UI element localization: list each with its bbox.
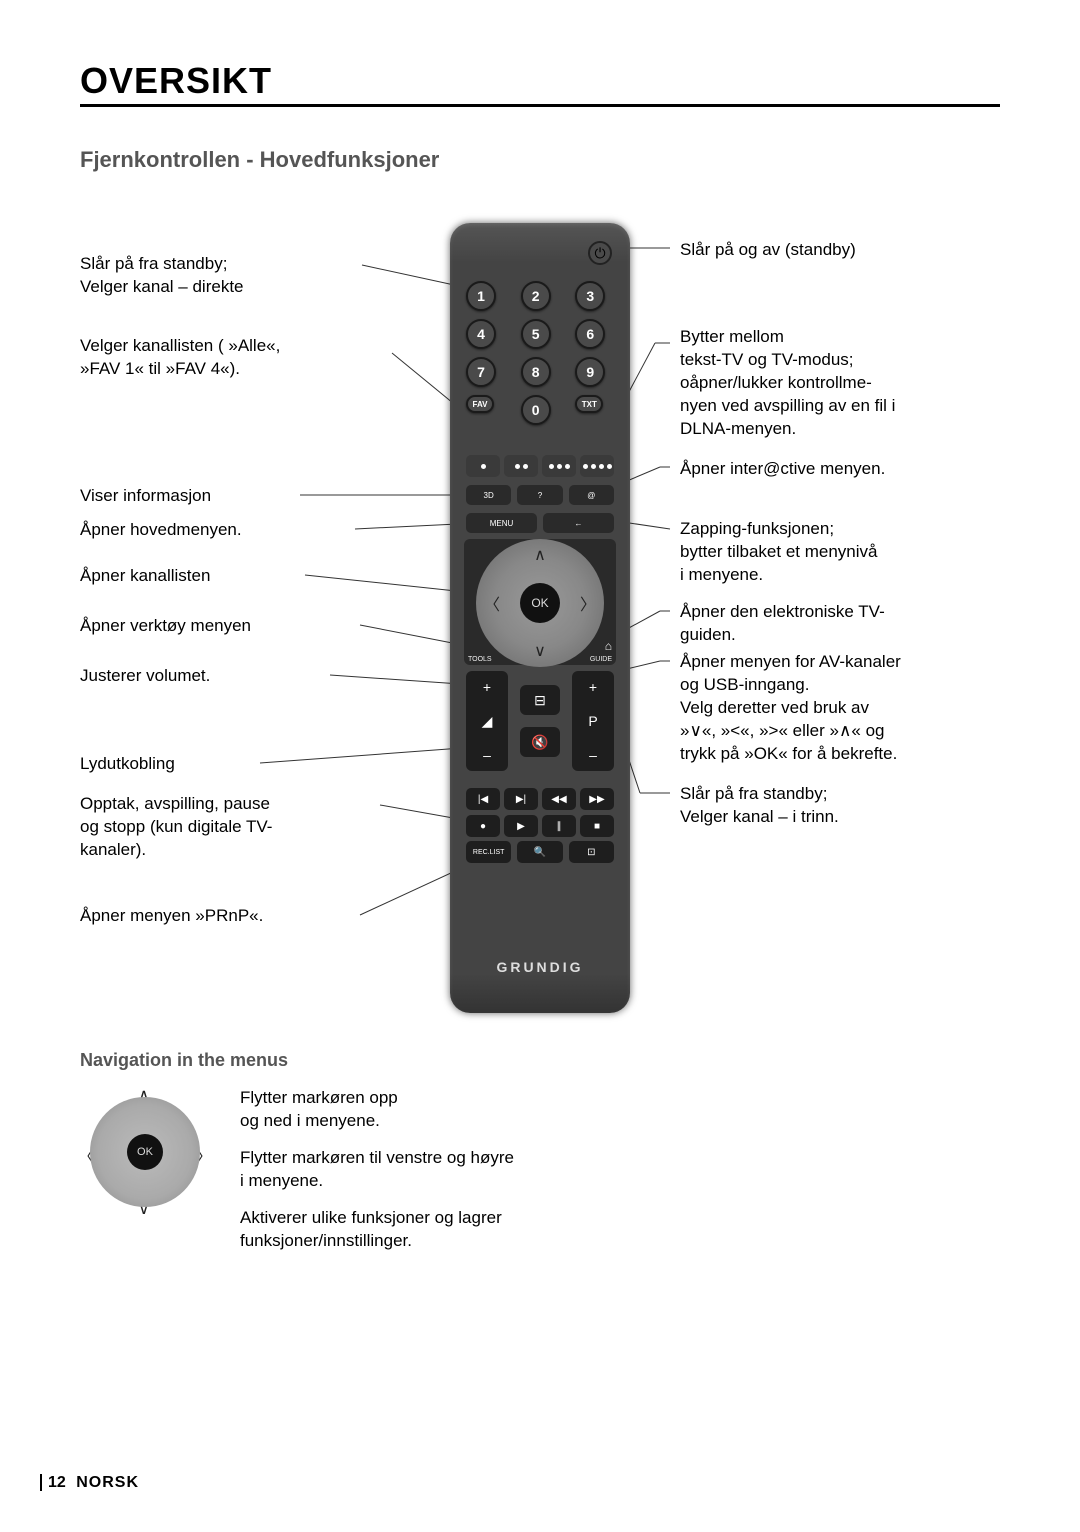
callout-info: Viser informasjon bbox=[80, 485, 211, 508]
num-9[interactable]: 9 bbox=[575, 357, 605, 387]
color-buttons bbox=[466, 455, 614, 477]
ok-button[interactable]: OK bbox=[520, 583, 560, 623]
tools-label: TOOLS bbox=[468, 656, 492, 663]
callout-power: Slår på og av (standby) bbox=[680, 239, 856, 262]
callout-interactive: Åpner inter@ctive menyen. bbox=[680, 458, 885, 481]
dpad-area: ∧ ∨ 〈 〉 OK ⌂ TOOLS GUIDE bbox=[464, 539, 616, 665]
dpad[interactable]: ∧ ∨ 〈 〉 OK bbox=[476, 539, 604, 667]
nav-ok: OK bbox=[127, 1134, 163, 1170]
power-button[interactable]: ⏻ bbox=[588, 241, 612, 265]
nav-title: Navigation in the menus bbox=[80, 1050, 1000, 1071]
nav-text-3: Aktiverer ulike funksjoner og lagrer fun… bbox=[240, 1207, 514, 1253]
callout-volume: Justerer volumet. bbox=[80, 665, 210, 688]
callout-menu: Åpner hovedmenyen. bbox=[80, 519, 242, 542]
interactive-button[interactable]: @ bbox=[569, 485, 614, 505]
brand-label: GRUNDIG bbox=[462, 959, 618, 975]
back-button[interactable]: ← bbox=[543, 513, 614, 533]
callout-program: Slår på fra standby; Velger kanal – i tr… bbox=[680, 783, 1000, 829]
callout-source: Åpner menyen for AV-kanaler og USB-innga… bbox=[680, 651, 1010, 766]
next-button[interactable]: ▶| bbox=[504, 788, 538, 810]
callout-guide: Åpner den elektroniske TV- guiden. bbox=[680, 601, 1000, 647]
num-6[interactable]: 6 bbox=[575, 319, 605, 349]
txt-button[interactable]: TXT bbox=[575, 395, 603, 413]
callout-prnp: Åpner menyen »PRnP«. bbox=[80, 905, 263, 928]
color-1[interactable] bbox=[466, 455, 500, 477]
menu-button[interactable]: MENU bbox=[466, 513, 537, 533]
subtitle: Fjernkontrollen - Hovedfunksjoner bbox=[80, 147, 1000, 173]
callout-chanlist: Åpner kanallisten bbox=[80, 565, 210, 588]
callout-tools: Åpner verktøy menyen bbox=[80, 615, 251, 638]
nav-text-2: Flytter markøren til venstre og høyre i … bbox=[240, 1147, 514, 1193]
reclist-button[interactable]: REC.LIST bbox=[466, 841, 511, 863]
prev-button[interactable]: |◀ bbox=[466, 788, 500, 810]
mute-button[interactable]: 🔇 bbox=[520, 727, 560, 757]
guide-label: GUIDE bbox=[590, 656, 612, 663]
num-5[interactable]: 5 bbox=[521, 319, 551, 349]
nav-dpad: ∧ ∨ 〈 〉 OK bbox=[80, 1087, 210, 1217]
home-icon: ⌂ bbox=[605, 639, 612, 653]
pause-button[interactable]: ∥ bbox=[542, 815, 576, 837]
color-2[interactable] bbox=[504, 455, 538, 477]
remote-control: ⏻ 1 2 3 4 5 6 7 8 9 FAV 0 TXT bbox=[450, 223, 630, 1013]
util-row: 3D ? @ bbox=[466, 485, 614, 505]
subtitle-button[interactable]: ⊡ bbox=[569, 841, 614, 863]
rec-button[interactable]: ● bbox=[466, 815, 500, 837]
language-label: NORSK bbox=[76, 1474, 139, 1491]
color-3[interactable] bbox=[542, 455, 576, 477]
page-title: OVERSIKT bbox=[80, 60, 1000, 107]
volume-block: +◢– ⊟ 🔇 +P– bbox=[466, 671, 614, 783]
info-button[interactable]: ? bbox=[517, 485, 562, 505]
number-pad: 1 2 3 4 5 6 7 8 9 FAV 0 TXT bbox=[466, 281, 614, 425]
threeD-button[interactable]: 3D bbox=[466, 485, 511, 505]
callout-back: Zapping-funksjonen; bytter tilbaket et m… bbox=[680, 518, 1000, 587]
num-8[interactable]: 8 bbox=[521, 357, 551, 387]
nav-text-1: Flytter markøren opp og ned i menyene. bbox=[240, 1087, 514, 1133]
callout-playback: Opptak, avspilling, pause og stopp (kun … bbox=[80, 793, 380, 862]
num-7[interactable]: 7 bbox=[466, 357, 496, 387]
fav-button[interactable]: FAV bbox=[466, 395, 494, 413]
callout-fav: Velger kanallisten ( »Alle«, »FAV 1« til… bbox=[80, 335, 400, 381]
color-4[interactable] bbox=[580, 455, 614, 477]
nav-section: Navigation in the menus ∧ ∨ 〈 〉 OK Flytt… bbox=[80, 1050, 1000, 1267]
stop-button[interactable]: ■ bbox=[580, 815, 614, 837]
rew-button[interactable]: ◀◀ bbox=[542, 788, 576, 810]
footer: 12 NORSK bbox=[40, 1474, 139, 1492]
program-rocker[interactable]: +P– bbox=[572, 671, 614, 771]
num-2[interactable]: 2 bbox=[521, 281, 551, 311]
callout-mute: Lydutkobling bbox=[80, 753, 175, 776]
callout-txt: Bytter mellom tekst-TV og TV-modus; oåpn… bbox=[680, 326, 1000, 441]
num-0[interactable]: 0 bbox=[521, 395, 551, 425]
prnp-button[interactable]: 🔍 bbox=[517, 841, 562, 863]
source-button[interactable]: ⊟ bbox=[520, 685, 560, 715]
num-3[interactable]: 3 bbox=[575, 281, 605, 311]
callout-numpad: Slår på fra standby; Velger kanal – dire… bbox=[80, 253, 370, 299]
volume-rocker[interactable]: +◢– bbox=[466, 671, 508, 771]
ff-button[interactable]: ▶▶ bbox=[580, 788, 614, 810]
remote-diagram: ⏻ 1 2 3 4 5 6 7 8 9 FAV 0 TXT bbox=[80, 223, 1000, 1063]
page-number: 12 bbox=[40, 1474, 66, 1491]
play-button[interactable]: ▶ bbox=[504, 815, 538, 837]
num-1[interactable]: 1 bbox=[466, 281, 496, 311]
num-4[interactable]: 4 bbox=[466, 319, 496, 349]
